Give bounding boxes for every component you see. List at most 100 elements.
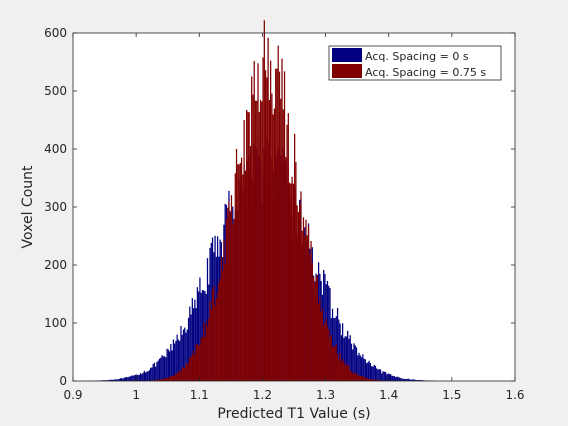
histogram-bar — [359, 355, 361, 381]
histogram-bar — [350, 343, 353, 381]
histogram-bar — [195, 344, 197, 381]
histogram-bar — [199, 344, 201, 381]
histogram-bar — [167, 377, 169, 381]
histogram-bar — [405, 378, 407, 381]
histogram-bar — [258, 111, 260, 382]
histogram-bar — [160, 357, 162, 381]
histogram-bar — [161, 379, 163, 381]
histogram-bar — [330, 334, 332, 381]
histogram-bar — [209, 300, 211, 381]
histogram-bar — [204, 336, 206, 381]
histogram-bar — [156, 361, 158, 381]
histogram-bar — [331, 308, 334, 381]
y-tick-label: 100 — [44, 316, 67, 330]
histogram-bar — [371, 366, 373, 381]
histogram-bar — [406, 378, 408, 381]
histogram-bar — [177, 371, 180, 381]
histogram-bar — [314, 282, 316, 381]
histogram-bar — [317, 303, 320, 381]
histogram-bar — [355, 347, 358, 381]
histogram-bar — [240, 157, 243, 381]
histogram-bar — [201, 337, 204, 381]
histogram-bar — [138, 374, 140, 381]
histogram-bar — [172, 339, 175, 381]
histogram-bar — [108, 379, 110, 381]
histogram-bar — [213, 285, 215, 381]
histogram-bar — [191, 298, 193, 381]
histogram-bar — [210, 309, 212, 381]
histogram-bar — [165, 378, 167, 381]
histogram-bar — [407, 378, 409, 381]
histogram-bar — [196, 287, 199, 381]
histogram-bar — [205, 320, 207, 381]
y-tick-label: 600 — [44, 26, 67, 40]
histogram-bar — [364, 377, 366, 381]
histogram-bar — [200, 292, 202, 381]
histogram-bar — [363, 358, 365, 381]
legend: Acq. Spacing = 0 s Acq. Spacing = 0.75 s — [328, 45, 502, 81]
x-axis-ticks: 0.9 1 1.1 1.2 1.3 1.4 1.5 1.6 — [63, 33, 525, 402]
histogram-bar — [340, 335, 342, 381]
histogram-bar — [262, 57, 264, 381]
histogram-bar — [345, 363, 348, 381]
histogram-bar — [127, 377, 129, 381]
histogram-bar — [402, 378, 404, 381]
x-tick-label: 1.4 — [379, 388, 398, 402]
histogram-bar — [259, 99, 262, 381]
histogram-bar — [386, 374, 388, 381]
histogram-bar — [367, 378, 369, 381]
y-tick-label: 200 — [44, 258, 67, 272]
histogram-bar — [420, 380, 422, 381]
histogram-bar — [376, 380, 378, 381]
legend-label-series-0: Acq. Spacing = 0 s — [365, 50, 469, 63]
histogram-bar — [150, 367, 152, 381]
histogram-bar — [281, 58, 283, 381]
histogram-bar — [184, 327, 186, 381]
histogram-bar — [248, 112, 250, 381]
histogram-bar — [347, 365, 349, 381]
x-tick-label: 1.3 — [316, 388, 335, 402]
y-axis-label: Voxel Count — [20, 165, 36, 249]
histogram-bar — [201, 290, 204, 381]
histogram-bar — [152, 363, 154, 381]
histogram-bar — [329, 336, 331, 381]
histogram-bar — [107, 380, 109, 381]
histogram-bar — [126, 377, 128, 381]
histogram-bar — [365, 363, 368, 381]
histogram-bar — [162, 378, 164, 381]
histogram-bar — [373, 379, 375, 381]
histogram-bar — [349, 335, 351, 381]
histogram-bar — [115, 379, 118, 381]
histogram-bar — [315, 277, 317, 381]
x-tick-label: 1.6 — [505, 388, 524, 402]
histogram-bar — [369, 362, 372, 381]
histogram-bar — [190, 356, 192, 381]
histogram-bar — [397, 376, 399, 381]
histogram-bar — [166, 348, 168, 381]
histogram-bar — [344, 336, 346, 381]
histogram-bar — [276, 68, 278, 381]
histogram-bar — [357, 374, 359, 381]
histogram-bar — [229, 212, 231, 381]
histogram-bar — [189, 306, 191, 381]
histogram-bar — [142, 372, 144, 381]
histogram-bar — [412, 379, 414, 381]
histogram-bar — [196, 343, 199, 381]
histogram-bar — [301, 230, 303, 381]
histogram-bar — [345, 336, 348, 381]
histogram-bar — [139, 373, 142, 381]
histogram-bar — [192, 350, 195, 381]
histogram-bar — [237, 164, 239, 381]
histogram-bar — [252, 94, 254, 382]
legend-swatch-series-1 — [332, 64, 362, 78]
x-tick-label: 1.1 — [190, 388, 209, 402]
histogram-bar — [384, 372, 387, 381]
histogram-bar — [175, 373, 177, 381]
histogram-bar — [352, 349, 354, 381]
histogram-bar — [179, 371, 181, 381]
histogram-bar — [174, 343, 176, 381]
histogram-bar — [271, 93, 273, 381]
histogram-bar — [143, 370, 145, 381]
histogram-bar — [352, 372, 354, 381]
histogram-bar — [340, 361, 342, 381]
